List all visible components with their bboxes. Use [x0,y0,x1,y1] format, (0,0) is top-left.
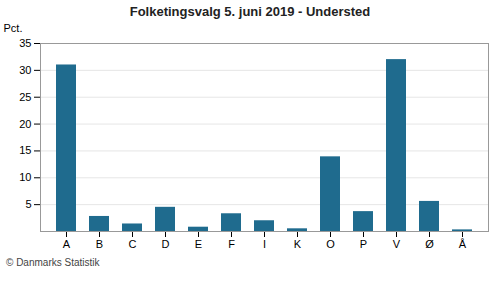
svg-text:D: D [162,238,170,250]
html-text:© Danmarks Statistik: © Danmarks Statistik [6,257,100,268]
svg-text:20: 20 [19,118,31,130]
svg-text:10: 10 [19,171,31,183]
svg-text:Pct.: Pct. [4,22,23,34]
svg-text:30: 30 [19,64,31,76]
svg-text:F: F [228,238,235,250]
svg-text:5: 5 [25,198,31,210]
svg-text:25: 25 [19,91,31,103]
svg-text:Å: Å [459,238,467,250]
svg-text:V: V [393,238,401,250]
svg-text:K: K [294,238,302,250]
svg-text:A: A [63,238,71,250]
svg-text:35: 35 [19,37,31,49]
svg-text:E: E [195,238,202,250]
svg-text:I: I [263,238,266,250]
html-text:Folketingsvalg 5. juni 2019 -: Folketingsvalg 5. juni 2019 - Understed [129,4,371,19]
svg-text:C: C [129,238,137,250]
svg-text:O: O [326,238,335,250]
svg-text:Ø: Ø [425,238,434,250]
svg-text:B: B [96,238,103,250]
svg-text:15: 15 [19,144,31,156]
svg-text:P: P [360,238,367,250]
